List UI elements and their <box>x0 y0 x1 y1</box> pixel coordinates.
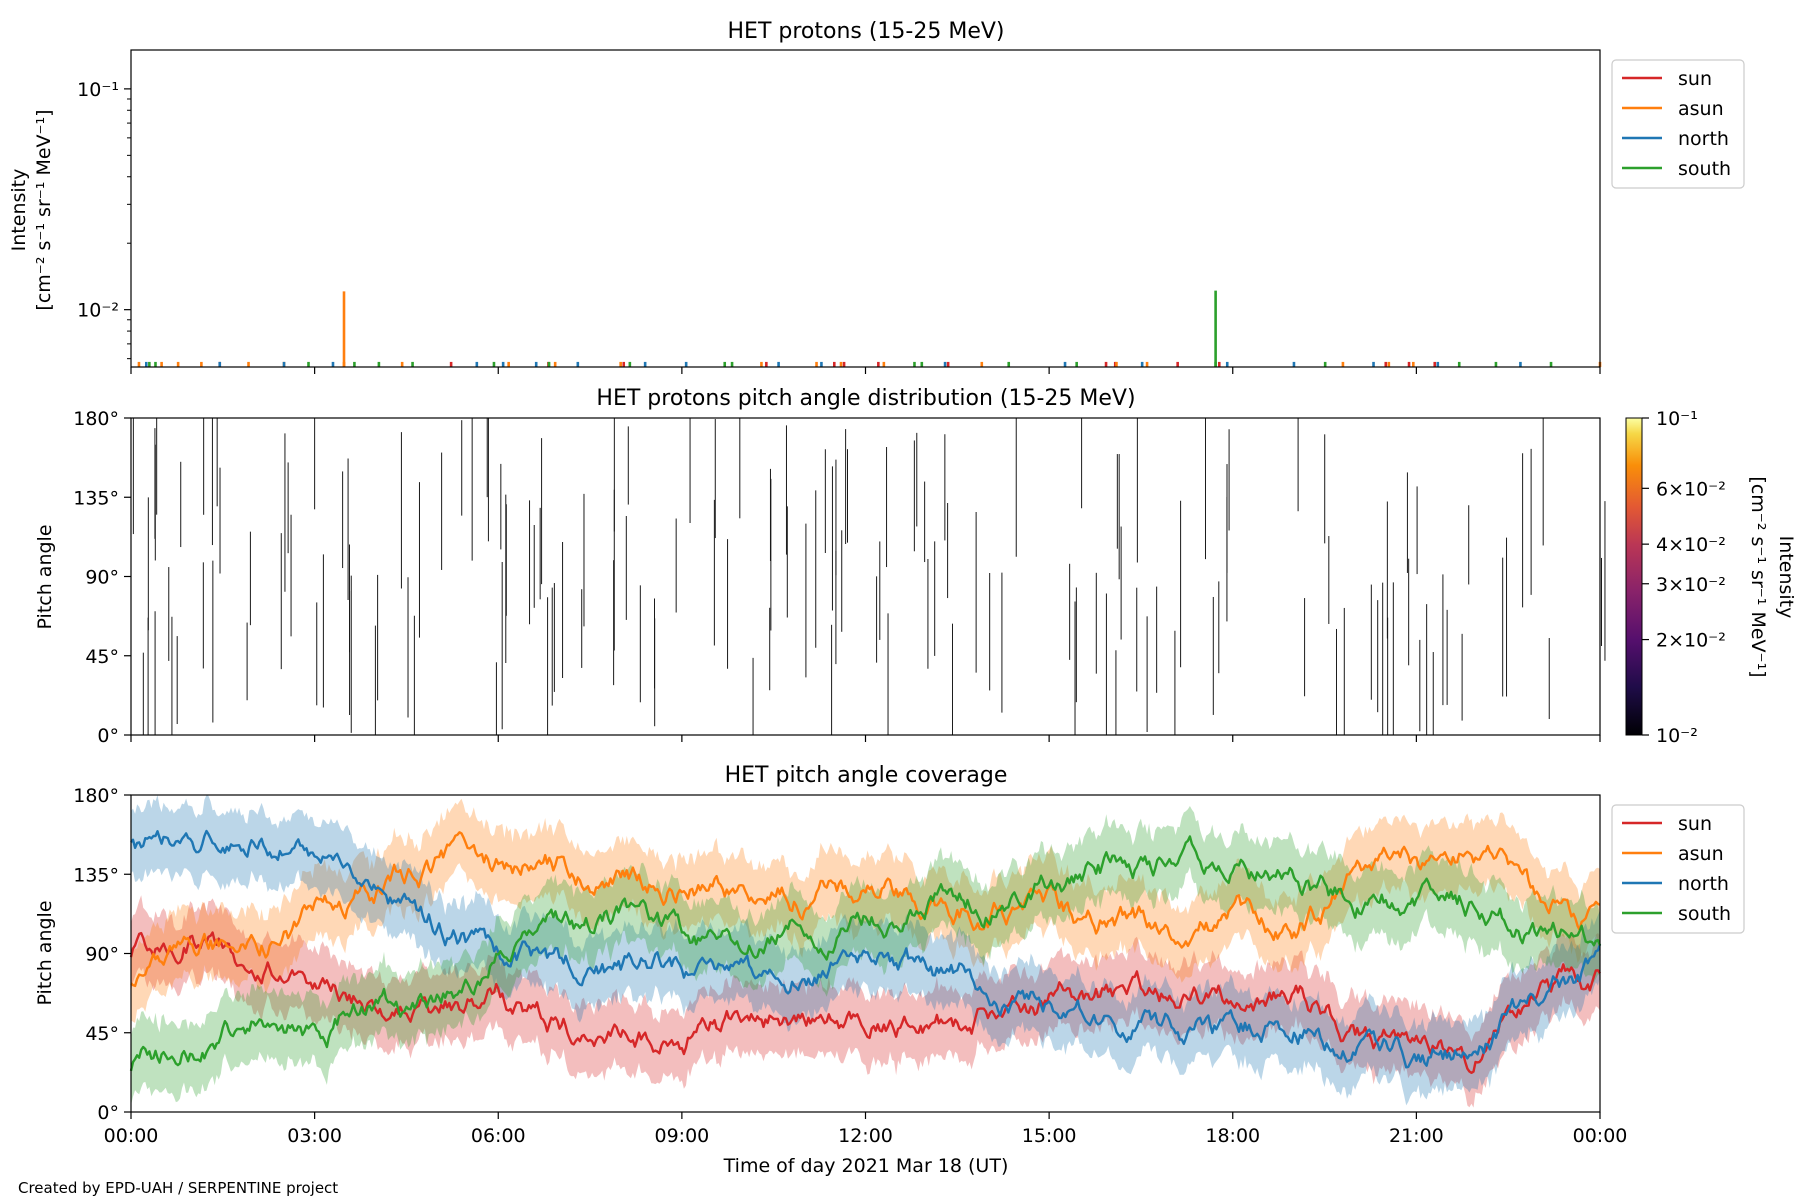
panel1-ylabel-units: [cm⁻² s⁻¹ sr⁻¹ MeV⁻¹] <box>33 109 55 310</box>
panel3-ylabel: Pitch angle <box>34 900 56 1005</box>
panel1-legend: sun asun north south <box>1611 59 1745 189</box>
panel3-plot-area <box>129 795 1602 1108</box>
credit-text: Created by EPD-UAH / SERPENTINE project <box>18 1179 338 1197</box>
legend-box <box>1611 59 1745 189</box>
x-tick-label: 03:00 <box>287 1125 342 1147</box>
y-tick-label: 0° <box>97 1102 119 1124</box>
band-sun <box>131 895 1600 1108</box>
x-tick-label: 09:00 <box>654 1125 709 1147</box>
band-north <box>131 795 1600 1106</box>
legend-label-north: north <box>1678 873 1729 895</box>
colorbar-tick-label: 2×10⁻² <box>1656 630 1726 652</box>
legend-label-sun: sun <box>1678 813 1712 835</box>
legend-label-north: north <box>1678 128 1729 150</box>
colorbar-tick-label: 10⁻¹ <box>1656 408 1698 430</box>
panel1-ylabel: Intensity <box>8 169 30 252</box>
y-tick-label: 135° <box>73 487 119 509</box>
panel3-legend: sun asun north south <box>1611 804 1745 934</box>
colorbar-tick-label: 3×10⁻² <box>1656 574 1726 596</box>
y-tick-label: 45° <box>85 1023 119 1045</box>
y-tick-label: 10⁻¹ <box>77 79 119 101</box>
colorbar <box>1625 417 1643 736</box>
legend-label-south: south <box>1678 903 1731 925</box>
x-tick-label: 15:00 <box>1022 1125 1077 1147</box>
colorbar-tick-label: 4×10⁻² <box>1656 534 1726 556</box>
band-asun <box>131 798 1600 1023</box>
colorbar-tick-label: 10⁻² <box>1656 725 1698 747</box>
band-south <box>131 806 1600 1106</box>
line-north <box>130 829 1602 1069</box>
x-tick-label: 18:00 <box>1205 1125 1260 1147</box>
y-tick-label: 90° <box>85 567 119 589</box>
y-tick-label: 10⁻² <box>77 300 119 322</box>
panel1-title: HET protons (15-25 MeV) <box>728 19 1005 44</box>
panel2-title: HET protons pitch angle distribution (15… <box>596 386 1135 411</box>
x-tick-label: 21:00 <box>1389 1125 1444 1147</box>
x-tick-label: 00:00 <box>104 1125 159 1147</box>
legend-label-asun: asun <box>1678 98 1724 120</box>
legend-label-asun: asun <box>1678 843 1724 865</box>
panel2-plot-area <box>132 418 1606 735</box>
panel1-frame <box>130 49 1601 368</box>
panel3-title: HET pitch angle coverage <box>725 763 1008 788</box>
panel2-ylabel: Pitch angle <box>34 524 56 629</box>
colorbar-tick-label: 6×10⁻² <box>1656 478 1726 500</box>
x-axis-label: Time of day 2021 Mar 18 (UT) <box>723 1155 1009 1177</box>
y-tick-label: 135° <box>73 864 119 886</box>
panel1-plot-area <box>137 290 1602 367</box>
y-tick-label: 180° <box>73 785 119 807</box>
colorbar-ticks: 10⁻¹ 6×10⁻² 4×10⁻² 3×10⁻² 2×10⁻² 10⁻² <box>1642 408 1726 747</box>
line-asun <box>130 831 1601 988</box>
colorbar-units: [cm⁻² s⁻¹ sr⁻¹ MeV⁻¹] <box>1747 476 1769 677</box>
y-tick-label: 90° <box>85 944 119 966</box>
legend-label-sun: sun <box>1678 68 1712 90</box>
x-tick-label: 06:00 <box>471 1125 526 1147</box>
legend-box <box>1611 804 1745 934</box>
x-tick-label: 12:00 <box>838 1125 893 1147</box>
y-tick-label: 0° <box>97 725 119 747</box>
line-sun <box>129 931 1601 1074</box>
colorbar-label: Intensity <box>1775 536 1797 619</box>
y-tick-label: 45° <box>85 646 119 668</box>
line-south <box>129 835 1602 1072</box>
axes-layer: 00:00 03:00 06:00 09:00 12:00 15:00 18:00 21:00… <box>73 79 1627 1147</box>
y-tick-label: 180° <box>73 408 119 430</box>
legend-label-south: south <box>1678 158 1731 180</box>
x-tick-label: 00:00 <box>1573 1125 1628 1147</box>
